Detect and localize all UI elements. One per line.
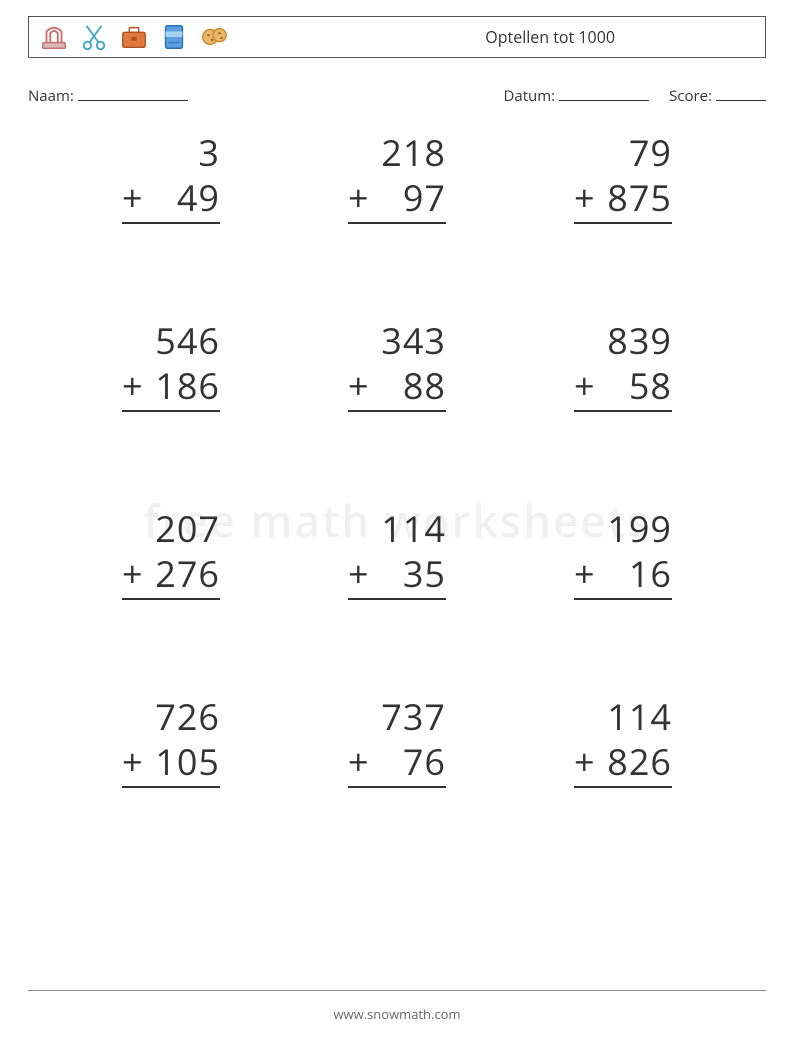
bottom-number: 88 (372, 363, 446, 408)
header-bar: Optellen tot 1000 (28, 16, 766, 58)
operator: + (348, 175, 372, 220)
addition-stack: 207+276 (122, 506, 220, 624)
operator: + (574, 363, 598, 408)
name-blank[interactable] (78, 100, 188, 101)
footer-rule (28, 990, 766, 991)
operator: + (122, 175, 146, 220)
operator: + (348, 551, 372, 596)
bottom-number: 97 (372, 175, 446, 220)
top-number: 3 (146, 130, 220, 175)
bottom-number: 58 (598, 363, 672, 408)
top-number: 114 (598, 694, 672, 739)
bottom-number: 186 (146, 363, 220, 408)
answer-rule (574, 222, 672, 248)
top-number: 114 (372, 506, 446, 551)
top-number: 839 (598, 318, 672, 363)
top-number: 546 (146, 318, 220, 363)
problem: 839+58 (520, 318, 726, 436)
addition-stack: 199+16 (574, 506, 672, 624)
answer-rule (122, 410, 220, 436)
name-label: Naam: (28, 86, 74, 106)
operator: + (122, 551, 146, 596)
problem: 3+49 (68, 130, 274, 248)
top-number: 726 (146, 694, 220, 739)
bottom-number: 826 (598, 739, 672, 784)
briefcase-icon (119, 22, 149, 52)
addition-stack: 114+826 (574, 694, 672, 812)
problem: 218+97 (294, 130, 500, 248)
date-label: Datum: (503, 86, 555, 106)
bottom-number: 35 (372, 551, 446, 596)
answer-rule (574, 598, 672, 624)
operator: + (122, 363, 146, 408)
score-blank[interactable] (716, 100, 766, 101)
problem: 199+16 (520, 506, 726, 624)
info-row: Naam: Datum: Score: (28, 86, 766, 106)
date-field: Datum: (503, 86, 649, 106)
problem: 726+105 (68, 694, 274, 812)
addition-stack: 79+875 (574, 130, 672, 248)
bottom-number: 16 (598, 551, 672, 596)
top-number: 79 (598, 130, 672, 175)
problem: 79+875 (520, 130, 726, 248)
operator: + (348, 363, 372, 408)
problems-grid: 3+49218+9779+875546+186343+88839+58207+2… (28, 130, 766, 812)
top-number: 737 (372, 694, 446, 739)
bottom-number: 276 (146, 551, 220, 596)
worksheet-page: Optellen tot 1000 Naam: Datum: Score: fr… (0, 0, 794, 1053)
answer-rule (122, 222, 220, 248)
footer-text: www.snowmath.com (333, 1005, 460, 1023)
top-number: 343 (372, 318, 446, 363)
addition-stack: 114+35 (348, 506, 446, 624)
answer-rule (348, 410, 446, 436)
top-number: 199 (598, 506, 672, 551)
worksheet-title: Optellen tot 1000 (485, 26, 755, 48)
problem: 114+35 (294, 506, 500, 624)
answer-rule (574, 786, 672, 812)
score-label: Score: (669, 86, 712, 106)
operator: + (574, 739, 598, 784)
problem: 207+276 (68, 506, 274, 624)
addition-stack: 218+97 (348, 130, 446, 248)
score-field: Score: (669, 86, 766, 106)
bottom-number: 49 (146, 175, 220, 220)
answer-rule (574, 410, 672, 436)
operator: + (122, 739, 146, 784)
answer-rule (122, 598, 220, 624)
name-field: Naam: (28, 86, 188, 106)
cookie-icon (199, 22, 229, 52)
answer-rule (348, 786, 446, 812)
date-blank[interactable] (559, 100, 649, 101)
operator: + (574, 551, 598, 596)
clip-icon (39, 22, 69, 52)
top-number: 218 (372, 130, 446, 175)
top-number: 207 (146, 506, 220, 551)
problem: 114+826 (520, 694, 726, 812)
answer-rule (348, 598, 446, 624)
problem: 343+88 (294, 318, 500, 436)
header-icons (39, 22, 229, 52)
operator: + (574, 175, 598, 220)
bottom-number: 875 (598, 175, 672, 220)
addition-stack: 737+76 (348, 694, 446, 812)
addition-stack: 3+49 (122, 130, 220, 248)
addition-stack: 343+88 (348, 318, 446, 436)
scissors-icon (79, 22, 109, 52)
book-icon (159, 22, 189, 52)
operator: + (348, 739, 372, 784)
problem: 546+186 (68, 318, 274, 436)
addition-stack: 546+186 (122, 318, 220, 436)
bottom-number: 76 (372, 739, 446, 784)
bottom-number: 105 (146, 739, 220, 784)
addition-stack: 839+58 (574, 318, 672, 436)
page-footer: www.snowmath.com (0, 990, 794, 1023)
addition-stack: 726+105 (122, 694, 220, 812)
answer-rule (348, 222, 446, 248)
problem: 737+76 (294, 694, 500, 812)
answer-rule (122, 786, 220, 812)
